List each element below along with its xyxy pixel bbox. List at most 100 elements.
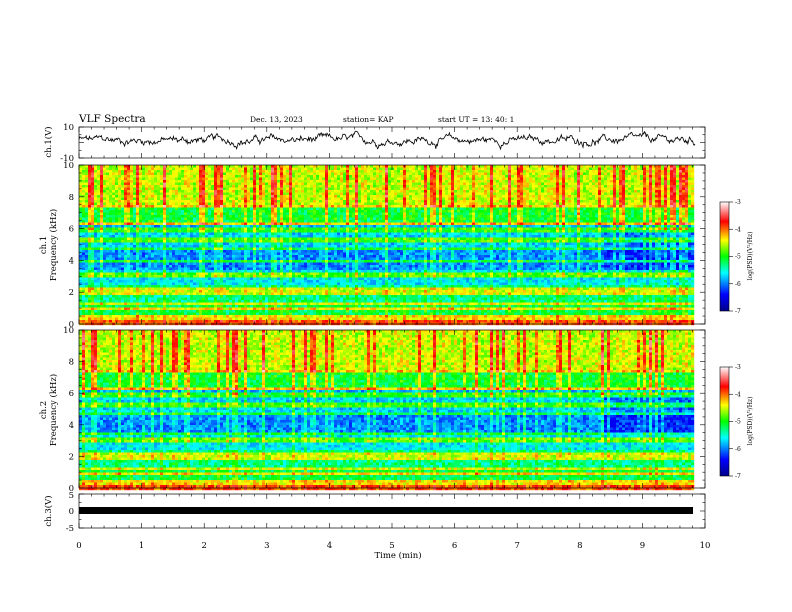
spectrogram-cell xyxy=(625,165,628,168)
spectrogram-cell xyxy=(301,180,304,183)
spectrogram-cell xyxy=(418,175,421,178)
spectrogram-cell xyxy=(598,173,601,176)
spectrogram-cell xyxy=(142,175,145,178)
spectrogram-cell xyxy=(274,170,277,173)
spectrogram-cell xyxy=(334,175,337,178)
spectrogram-cell xyxy=(493,168,496,171)
spectrogram-cell xyxy=(499,168,502,171)
spectrogram-cell xyxy=(181,168,184,171)
spectrogram-cell xyxy=(169,168,172,171)
spectrogram-cell xyxy=(295,165,298,168)
spectrogram-cell xyxy=(502,180,505,183)
spectrogram-cell xyxy=(457,175,460,178)
spectrogram-cell xyxy=(319,175,322,178)
spectrogram-cell xyxy=(526,170,529,173)
spectrogram-cell xyxy=(676,170,679,173)
spectrogram-cell xyxy=(133,178,136,181)
spectrogram-cell xyxy=(472,178,475,181)
spectrogram-cell xyxy=(256,183,259,186)
spectrogram-cell xyxy=(286,165,289,168)
spectrogram-cell xyxy=(673,168,676,171)
spectrogram-cell xyxy=(88,180,91,183)
spectrogram-cell xyxy=(241,178,244,181)
spectrogram-cell xyxy=(427,180,430,183)
spectrogram-cell xyxy=(517,180,520,183)
spectrogram-cell xyxy=(490,168,493,171)
spectrogram-cell xyxy=(88,175,91,178)
spectrogram-cell xyxy=(235,173,238,176)
spectrogram-cell xyxy=(325,175,328,178)
spectrogram-cell xyxy=(286,168,289,171)
spectrogram-cell xyxy=(121,170,124,173)
spectrogram-cell xyxy=(367,173,370,176)
spectrogram-cell xyxy=(295,168,298,171)
spectrogram-cell xyxy=(544,178,547,181)
spectrogram-cell xyxy=(118,168,121,171)
spectrogram-cell xyxy=(580,168,583,171)
spectrogram-cell xyxy=(631,165,634,168)
spectrogram-cell xyxy=(679,165,682,168)
spectrogram-cell xyxy=(688,168,691,171)
spectrogram-cell xyxy=(520,168,523,171)
spectrogram-cell xyxy=(652,180,655,183)
spectrogram-cell xyxy=(79,165,82,168)
spectrogram-cell xyxy=(439,183,442,186)
spectrogram-cell xyxy=(604,178,607,181)
spectrogram-cell xyxy=(163,165,166,168)
spectrogram-cell xyxy=(673,165,676,168)
spectrogram-cell xyxy=(598,180,601,183)
spectrogram-cell xyxy=(220,180,223,183)
spectrogram-cell xyxy=(304,178,307,181)
spectrogram-cell xyxy=(682,168,685,171)
spectrogram-cell xyxy=(424,183,427,186)
spectrogram-cell xyxy=(562,173,565,176)
spectrogram-cell xyxy=(502,168,505,171)
spectrogram-cell xyxy=(343,175,346,178)
spectrogram-cell xyxy=(97,178,100,181)
spectrogram-cell xyxy=(430,165,433,168)
spectrogram-cell xyxy=(565,170,568,173)
spectrogram-cell xyxy=(493,178,496,181)
spectrogram-cell xyxy=(370,173,373,176)
spectrogram-cell xyxy=(304,168,307,171)
spectrogram-cell xyxy=(358,173,361,176)
spectrogram-cell xyxy=(589,168,592,171)
spectrogram-cell xyxy=(100,178,103,181)
spectrogram-cell xyxy=(544,168,547,171)
spectrogram-cell xyxy=(484,170,487,173)
spectrogram-cell xyxy=(358,183,361,186)
spectrogram-cell xyxy=(319,180,322,183)
spectrogram-cell xyxy=(541,173,544,176)
spectrogram-cell xyxy=(559,175,562,178)
spectrogram-cell xyxy=(394,170,397,173)
spectrogram-cell xyxy=(670,173,673,176)
spectrogram-cell xyxy=(547,175,550,178)
spectrogram-cell xyxy=(202,168,205,171)
spectrogram-cell xyxy=(202,180,205,183)
spectrogram-cell xyxy=(232,180,235,183)
spectrogram-cell xyxy=(421,178,424,181)
spectrogram-cell xyxy=(646,168,649,171)
spectrogram-cell xyxy=(133,168,136,171)
spectrogram-cell xyxy=(424,178,427,181)
spectrogram-cell xyxy=(238,183,241,186)
spectrogram-cell xyxy=(202,170,205,173)
spectrogram-cell xyxy=(415,178,418,181)
spectrogram-cell xyxy=(604,175,607,178)
spectrogram-cell xyxy=(514,178,517,181)
spectrogram-cell xyxy=(574,180,577,183)
spectrogram-cell xyxy=(574,170,577,173)
spectrogram-cell xyxy=(499,180,502,183)
spectrogram-cell xyxy=(280,180,283,183)
spectrogram-cell xyxy=(136,170,139,173)
spectrogram-cell xyxy=(568,173,571,176)
spectrogram-cell xyxy=(172,165,175,168)
spectrogram-cell xyxy=(103,183,106,186)
spectrogram-cell xyxy=(526,180,529,183)
spectrogram-cell xyxy=(691,173,694,176)
start-time-label: start UT = 13: 40: 1 xyxy=(438,115,514,124)
spectrogram-cell xyxy=(244,183,247,186)
spectrogram-cell xyxy=(472,165,475,168)
spectrogram-cell xyxy=(385,178,388,181)
spectrogram-cell xyxy=(178,165,181,168)
